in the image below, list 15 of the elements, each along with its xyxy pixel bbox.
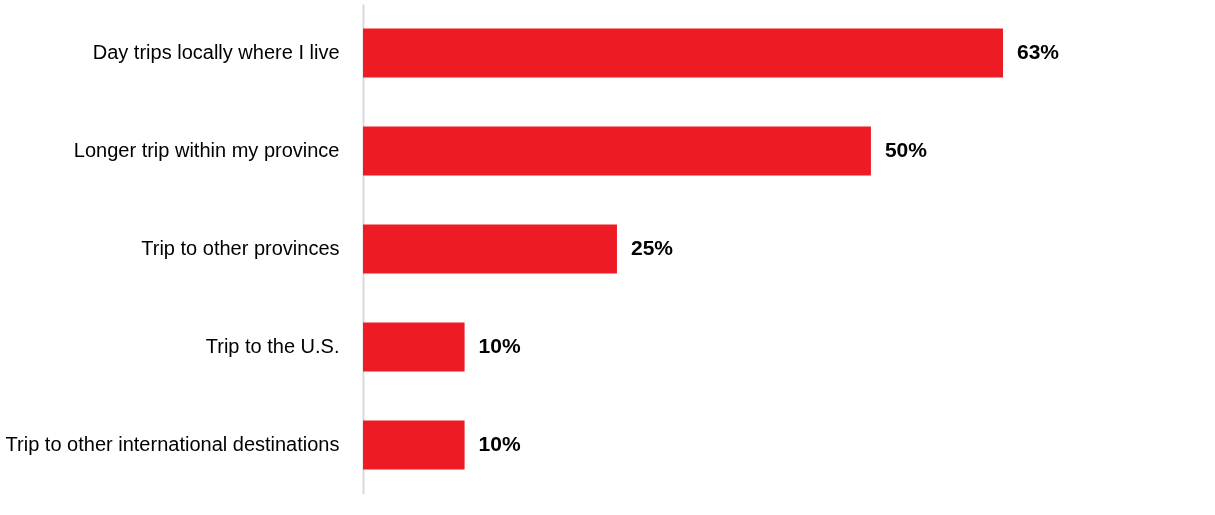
y-tick-label: Trip to other provinces: [141, 237, 340, 259]
bar: [363, 126, 871, 176]
data-label: 25%: [630, 236, 674, 259]
bar: [363, 420, 465, 470]
y-tick-label: Longer trip within my province: [73, 139, 340, 161]
data-label: 63%: [1017, 40, 1060, 63]
y-tick-label: Trip to other international destinations: [5, 433, 340, 455]
bar: [363, 322, 465, 372]
bar: [363, 28, 1003, 78]
y-tick-label: Day trips locally where I live: [92, 41, 340, 63]
data-label: 10%: [478, 334, 521, 357]
data-label: 10%: [478, 432, 521, 455]
y-tick-label: Trip to the U.S.: [205, 335, 340, 357]
bar: [363, 224, 617, 274]
data-label: 50%: [884, 138, 928, 161]
